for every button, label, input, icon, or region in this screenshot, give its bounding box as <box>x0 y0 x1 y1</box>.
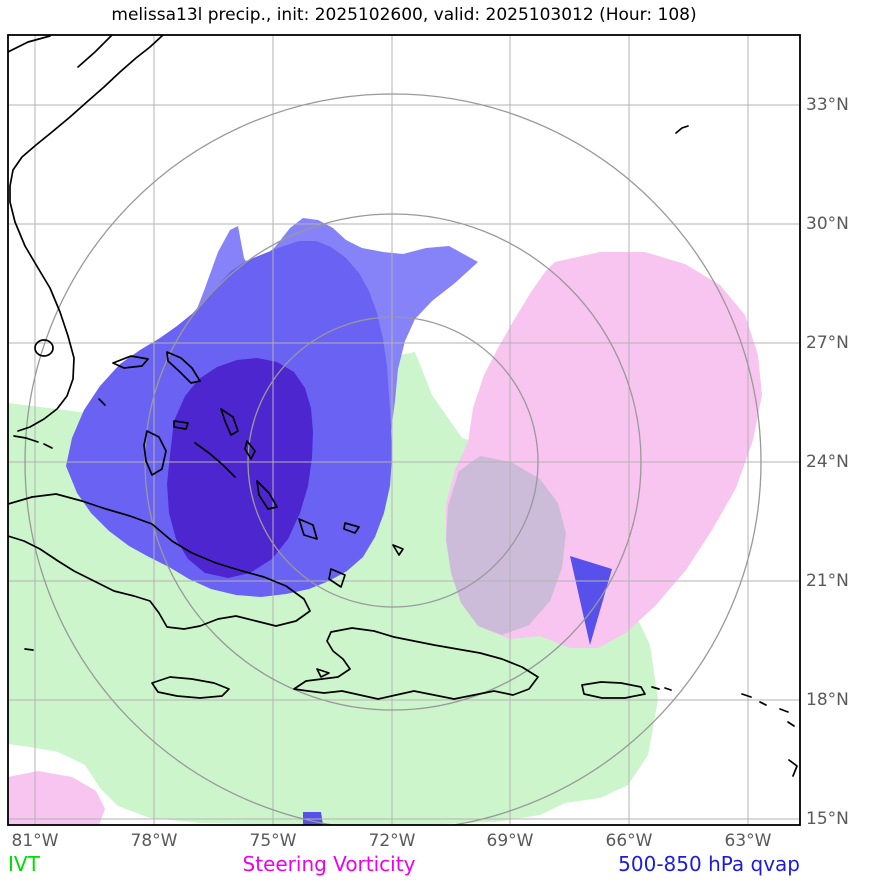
lon-label-75w: 75°W <box>249 831 297 851</box>
lat-label-15n: 15°N <box>806 809 849 829</box>
legend-qvap-label: 500-850 hPa qvap <box>618 852 800 876</box>
qvap-region-east-small <box>570 556 612 645</box>
lon-label-78w: 78°W <box>130 831 178 851</box>
graticule-gridlines <box>8 35 800 825</box>
lon-label-66w: 66°W <box>605 831 653 851</box>
coastline-bermuda <box>675 125 689 134</box>
coastline-mayaguana <box>343 522 360 534</box>
lat-label-27n: 27°N <box>806 333 849 353</box>
coastline-virgin-islands <box>651 686 672 691</box>
figure-title: melissa13l precip., init: 2025102600, va… <box>111 5 697 25</box>
steering-ivt-overlap-region <box>446 456 566 635</box>
lat-label-18n: 18°N <box>806 690 849 710</box>
lat-label-21n: 21°N <box>806 571 849 591</box>
lon-label-63w: 63°W <box>724 831 772 851</box>
map-frame <box>7 34 801 826</box>
coastline-crooked-acklins <box>298 518 318 540</box>
coastline-us-southeast <box>9 35 164 432</box>
range-ring-outer <box>24 93 762 825</box>
lat-label-24n: 24°N <box>806 452 849 472</box>
range-rings <box>24 93 762 825</box>
coastline-lesser-antilles <box>741 693 798 777</box>
steering-region-southwest <box>8 771 105 825</box>
range-ring-inner <box>247 316 539 608</box>
coastline-cuba <box>8 493 311 630</box>
coastline-exuma-chain <box>194 442 236 478</box>
coastlines <box>8 35 798 777</box>
coastline-jamaica <box>151 676 230 699</box>
coastline-florida-keys <box>13 435 53 449</box>
coastline-hispaniola <box>293 627 539 700</box>
lon-label-81w: 81°W <box>11 831 59 851</box>
qvap-region-core <box>167 358 313 578</box>
coastline-grand-bahama <box>112 355 149 369</box>
coastline-cayman <box>24 648 34 651</box>
range-ring-middle <box>144 213 642 711</box>
lon-label-69w: 69°W <box>486 831 534 851</box>
steering-vorticity-field <box>8 252 762 825</box>
qvap-field <box>66 218 612 825</box>
coastline-turks-caicos <box>392 544 404 556</box>
coastline-gonave <box>316 668 330 678</box>
coastline-new-providence <box>173 420 189 430</box>
coastline-long-island <box>256 480 278 510</box>
legend: IVT Steering Vorticity 500-850 hPa qvap <box>8 852 800 876</box>
coastline-puerto-rico <box>581 681 646 699</box>
coastline-cat-island <box>244 440 256 460</box>
coastline-carolina-sound <box>8 35 113 68</box>
lat-label-30n: 30°N <box>806 214 849 234</box>
coastline-inagua <box>328 568 346 588</box>
coastline-bimini <box>98 398 106 406</box>
coastline-abaco <box>166 351 201 384</box>
coastline-andros <box>143 430 167 476</box>
legend-steering-vorticity-label: Steering Vorticity <box>242 852 416 876</box>
lake-okeechobee <box>34 339 54 357</box>
coastline-eleuthera <box>220 408 239 436</box>
lat-label-33n: 33°N <box>806 95 849 115</box>
legend-ivt-label: IVT <box>8 852 40 876</box>
lon-label-72w: 72°W <box>368 831 416 851</box>
